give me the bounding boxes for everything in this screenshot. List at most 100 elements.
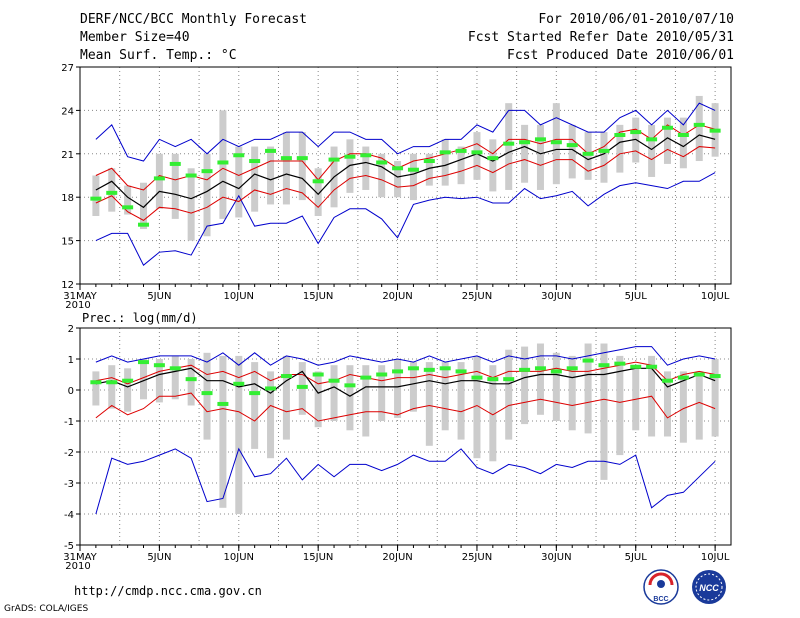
member-size-label: Member Size=40 (80, 30, 190, 45)
temp-observed-mark (328, 157, 340, 162)
temp-ensemble-box (298, 132, 306, 201)
temp-ensemble-box (92, 175, 100, 217)
ncc-logo-text: NCC (699, 583, 719, 593)
temp-observed-mark (249, 159, 261, 164)
prec-panel: -5 -4 -3 -2 -1 0 1 2 31MAY 5JUN 10JUN 15JUN 20JUN 25J… (63, 324, 732, 572)
temp-observed-mark (407, 167, 419, 172)
temp-ensemble-box (695, 95, 703, 162)
temp-xtick-label: 20JUN (382, 291, 412, 302)
temp-ensemble-box (473, 132, 481, 180)
grads-credit: GrADS: COLA/IGES (4, 604, 89, 614)
temp-xtick-label: 25JUN (462, 291, 492, 302)
temp-ensemble-box (536, 124, 544, 190)
prec-xtick-label: 20JUN (382, 552, 412, 563)
prec-ensemble-box (695, 371, 703, 440)
prec-observed-mark (249, 391, 261, 396)
temp-observed-mark (693, 122, 705, 127)
temp-ensemble-box (521, 124, 529, 183)
temp-ensemble-box (314, 168, 322, 217)
temp-ensemble-box (441, 139, 449, 186)
prec-observed-mark (598, 363, 610, 368)
prec-observed-mark (566, 366, 578, 371)
prec-observed-mark (360, 375, 372, 380)
prec-ensemble-max-line (95, 346, 716, 366)
prec-observed-mark (646, 364, 658, 369)
precip-panel-title: Prec.: log(mm/d) (82, 311, 198, 325)
prec-ensemble-box (521, 346, 529, 425)
temp-ensemble-mean-line (95, 134, 716, 209)
temp-ensemble-box (394, 161, 402, 198)
prec-xtick-label: 31MAY (63, 552, 97, 563)
prec-observed-mark (534, 366, 546, 371)
forecast-started-date: Fcst Started Refer Date 2010/05/31 (467, 30, 734, 45)
temp-ensemble-box (203, 153, 211, 237)
prec-ensemble-box (330, 365, 338, 421)
prec-ytick-label: -1 (64, 417, 74, 428)
prec-ensemble-box (616, 355, 624, 456)
temp-observed-mark (439, 150, 451, 155)
temp-panel: 12 15 18 21 24 27 31MAY 5JUN 10JUN 15JUN 20JUN 25JU… (61, 63, 732, 311)
temp-observed-mark (709, 128, 721, 133)
prec-observed-mark (423, 367, 435, 372)
prec-observed-mark (455, 369, 467, 374)
prec-observed-mark (233, 381, 245, 386)
temp-observed-mark (487, 156, 499, 161)
prec-observed-mark (693, 372, 705, 377)
prec-ensemble-min-line (95, 447, 716, 515)
prec-ensemble-box (568, 355, 576, 431)
temp-observed-mark (296, 156, 308, 161)
source-url[interactable]: http://cmdp.ncc.cma.gov.cn (74, 584, 262, 598)
temp-xtick-label: 5JUL (625, 291, 648, 302)
prec-ytick-label: -4 (64, 510, 74, 521)
prec-ytick-label: 2 (68, 324, 74, 335)
prec-ensemble-box (552, 352, 560, 421)
prec-ytick-label: -2 (64, 448, 74, 459)
ncc-logo-icon: NCC (692, 570, 726, 604)
temp-observed-mark (392, 166, 404, 171)
prec-observed-mark (471, 375, 483, 380)
prec-observed-mark (376, 372, 388, 377)
prec-ensemble-mean-line (95, 367, 716, 397)
temp-ensemble-box (187, 168, 195, 241)
temp-ensemble-box (378, 153, 386, 198)
temp-year-label: 2010 (65, 300, 90, 311)
temp-ensemble-box (648, 124, 656, 177)
prec-ensemble-box (282, 355, 290, 440)
temp-observed-mark (360, 153, 372, 158)
temp-observed-mark (534, 137, 546, 142)
temp-ensemble-min-line (95, 172, 716, 266)
prec-ensemble-box (362, 365, 370, 437)
prec-ensemble-box (346, 365, 354, 431)
temp-ensemble-box (251, 146, 259, 212)
variable-label: Mean Surf. Temp.: °C (80, 48, 237, 63)
prec-ensemble-box (473, 355, 481, 459)
prec-ytick-label: 1 (68, 355, 74, 366)
prec-observed-mark (503, 377, 515, 382)
temp-observed-mark (153, 176, 165, 181)
temp-observed-mark (280, 156, 292, 161)
prec-ensemble-box (187, 359, 195, 406)
prec-observed-mark (677, 375, 689, 380)
prec-frame (79, 327, 732, 546)
temp-observed-mark (265, 148, 277, 153)
prec-upper-spread-line (95, 361, 716, 385)
temp-ytick-label: 21 (61, 150, 74, 161)
prec-year-label: 2010 (65, 561, 90, 572)
temp-observed-mark (423, 159, 435, 164)
prec-ensemble-box (124, 368, 132, 412)
temp-ensemble-box (155, 153, 163, 209)
prec-observed-mark (138, 360, 150, 365)
temp-observed-mark (598, 148, 610, 153)
temp-ensemble-box (219, 110, 227, 219)
prec-observed-mark (487, 377, 499, 382)
temp-observed-mark (217, 160, 229, 165)
temp-observed-mark (233, 153, 245, 158)
temp-xtick-label: 30JUN (541, 291, 571, 302)
prec-ensemble-box (203, 352, 211, 440)
prec-observed-mark (201, 391, 213, 396)
temp-ensemble-box (616, 124, 624, 173)
temp-ensemble-box (282, 132, 290, 205)
temp-ensemble-box (124, 185, 132, 215)
prec-ensemble-box (219, 355, 227, 508)
prec-ensemble-box (251, 362, 259, 449)
